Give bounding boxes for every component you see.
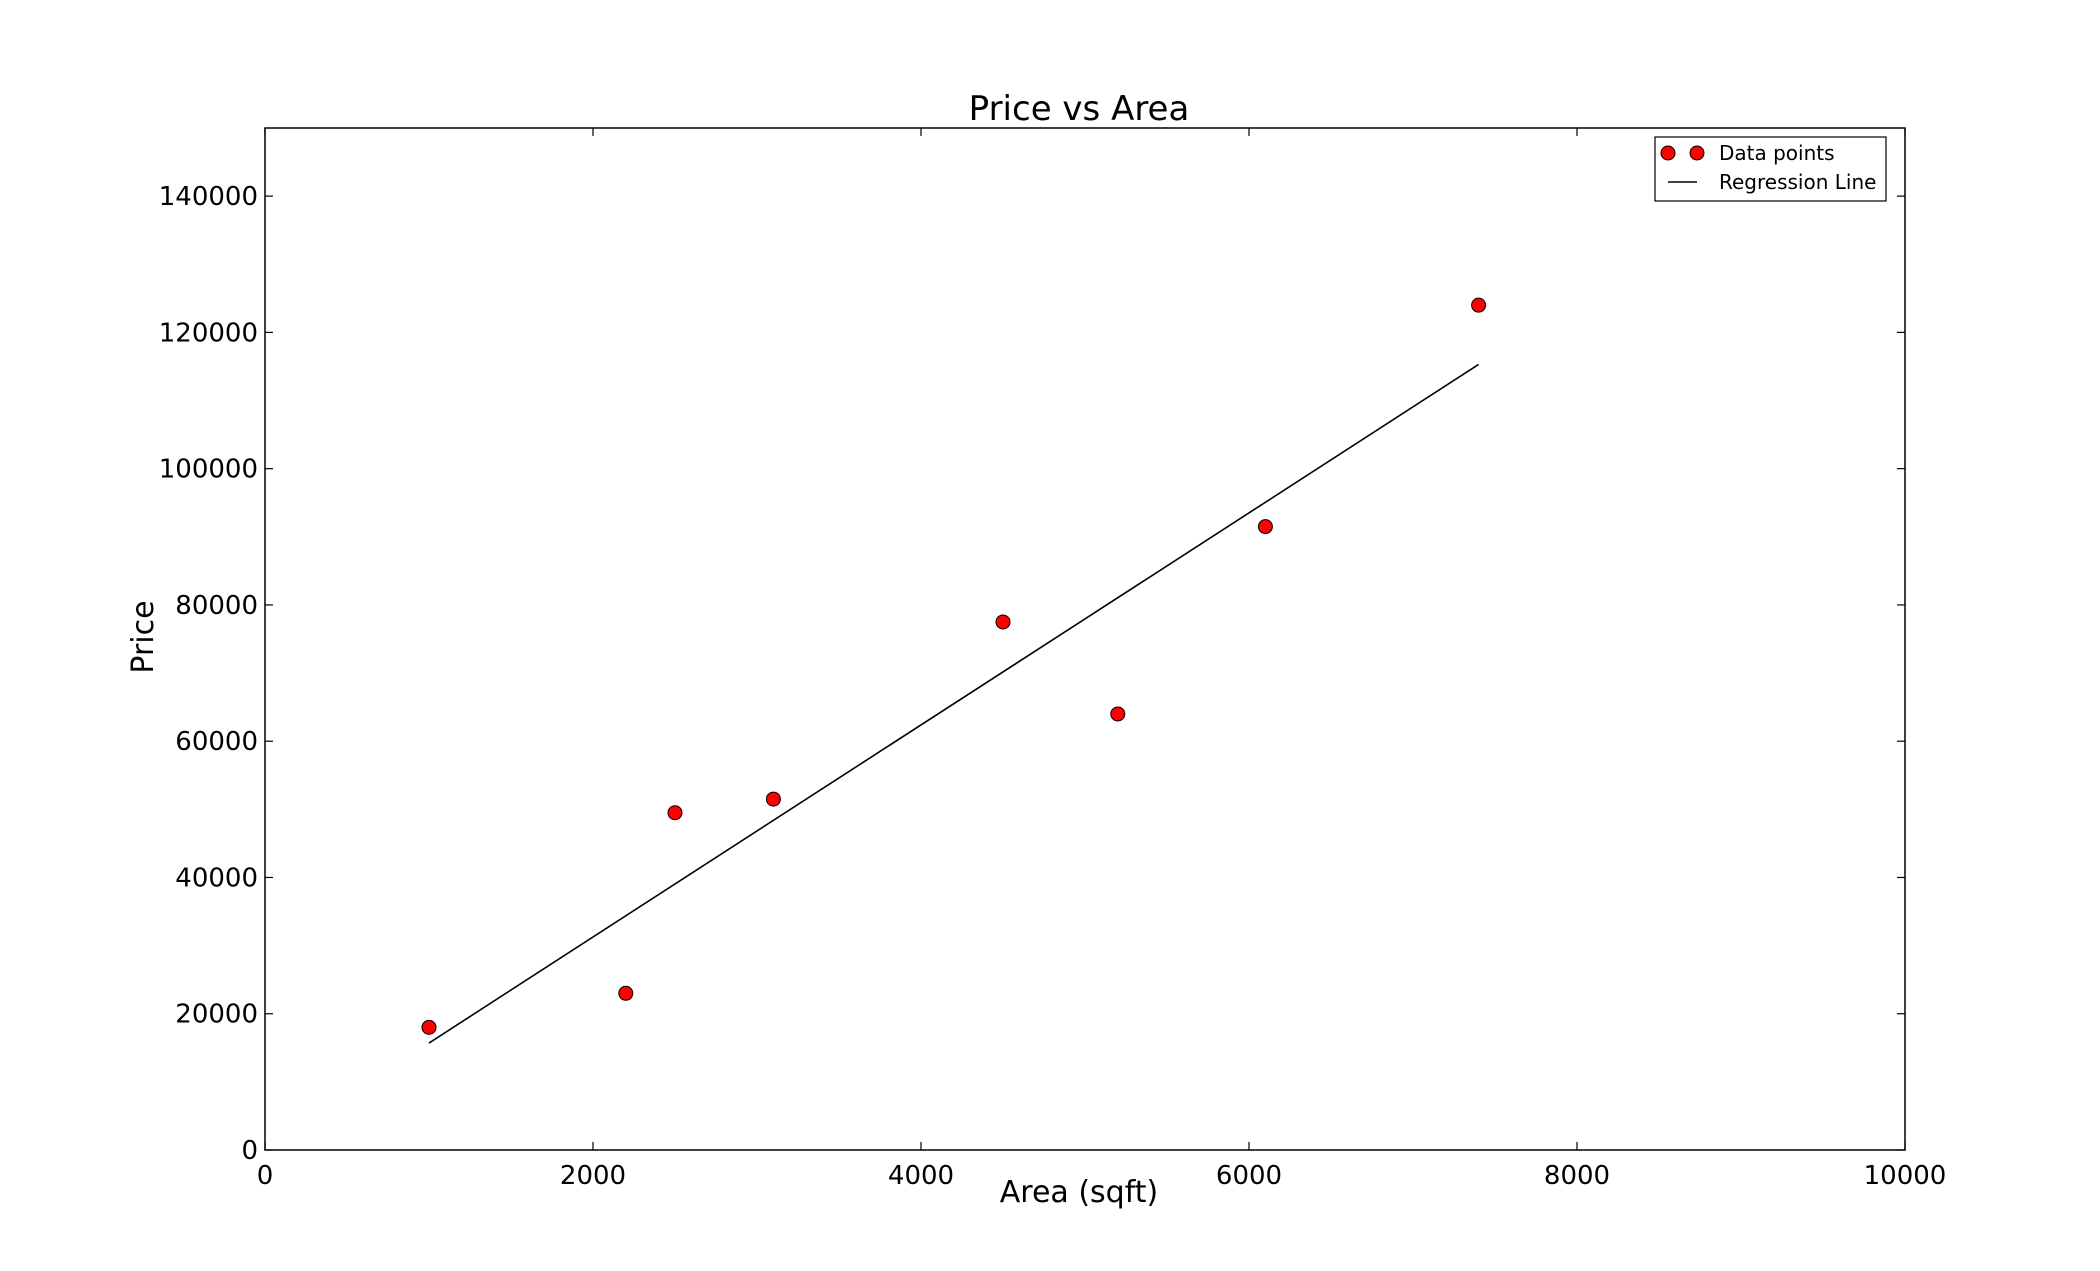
- y-axis-title: Price: [126, 600, 161, 673]
- y-tick-label: 120000: [159, 318, 258, 348]
- regression-line: [428, 363, 1480, 1044]
- y-tick-label: 100000: [159, 455, 258, 485]
- plot-frame: [264, 127, 1906, 1151]
- y-tick-label: 40000: [175, 863, 258, 893]
- data-point: [421, 1019, 437, 1035]
- legend-marker-data-points-2: [1689, 145, 1705, 161]
- data-point: [618, 985, 634, 1001]
- data-point: [1257, 519, 1273, 535]
- y-tick-label: 20000: [175, 1000, 258, 1030]
- chart-title: Price vs Area: [969, 89, 1190, 129]
- x-tick-label: 10000: [1864, 1161, 1947, 1191]
- data-point: [1471, 297, 1487, 313]
- plot-area: [421, 297, 1487, 1044]
- x-tick-label: 2000: [560, 1161, 626, 1191]
- y-tick-label: 80000: [175, 591, 258, 621]
- y-tick-label: 60000: [175, 727, 258, 757]
- data-point: [765, 791, 781, 807]
- legend: Data points Regression Line: [1654, 136, 1887, 202]
- y-tick-label: 140000: [159, 182, 258, 212]
- x-tick-label: 8000: [1544, 1161, 1610, 1191]
- axis-ticks: 0 2000 4000 6000 8000 10000020000400006000080…: [159, 128, 1947, 1191]
- legend-box: [1654, 136, 1887, 202]
- legend-label-regression-line: Regression Line: [1719, 170, 1876, 194]
- x-tick-label: 6000: [1216, 1161, 1282, 1191]
- legend-label-data-points: Data points: [1719, 141, 1835, 165]
- data-point: [667, 805, 683, 821]
- data-point: [1110, 706, 1126, 722]
- x-tick-label: 0: [257, 1161, 274, 1191]
- x-axis-title: Area (sqft): [1000, 1175, 1158, 1210]
- legend-marker-data-points-1: [1660, 145, 1676, 161]
- data-point: [995, 614, 1011, 630]
- y-tick-label: 0: [241, 1136, 258, 1166]
- x-tick-label: 4000: [888, 1161, 954, 1191]
